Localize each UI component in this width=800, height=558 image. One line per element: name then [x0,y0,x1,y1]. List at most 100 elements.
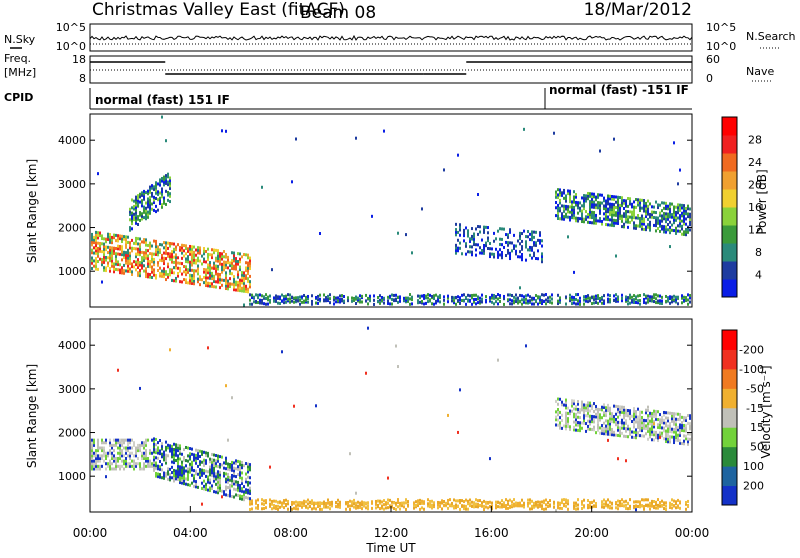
heatmap-cell [145,449,147,453]
heatmap-cell [597,219,599,223]
heatmap-cell [103,250,105,254]
heatmap-cell [121,240,123,244]
heatmap-cell [653,223,655,227]
heatmap-cell [605,429,607,433]
heatmap-cell [593,420,595,424]
heatmap-cell [311,502,313,506]
heatmap-cell [359,298,361,302]
heatmap-cell [245,490,247,494]
heatmap-cell [221,257,223,261]
heatmap-cell [427,504,429,508]
heatmap-cell [153,239,155,243]
heatmap-cell [531,248,533,252]
heatmap-cell [207,276,209,280]
heatmap-cell [635,295,637,299]
heatmap-cell [595,504,597,508]
heatmap-cell [519,234,521,238]
heatmap-cell [679,203,681,207]
heatmap-cell [109,235,111,239]
heatmap-cell [489,255,491,259]
heatmap-cell [147,192,149,196]
heatmap-cell [299,504,301,508]
heatmap-cell [673,420,675,424]
heatmap-cell [679,219,681,223]
heatmap-cell [217,267,219,271]
heatmap-cell [651,425,653,429]
heatmap-cell [523,127,525,131]
heatmap-cell [315,507,317,511]
freq-label-line2: [MHz] [4,66,36,79]
heatmap-cell [177,464,179,468]
heatmap-cell [117,239,119,243]
heatmap-cell [353,505,355,509]
heatmap-cell [667,217,669,221]
heatmap-cell [613,208,615,212]
heatmap-cell [191,255,193,259]
heatmap-cell [167,254,169,258]
heatmap-cell [519,231,521,235]
heatmap-cell [619,405,621,409]
heatmap-cell [643,504,645,508]
heatmap-cell [629,197,631,201]
heatmap-cell [379,301,381,305]
heatmap-cell [163,196,165,200]
heatmap-cell [145,238,147,242]
heatmap-cell [577,428,579,432]
heatmap-cell [111,454,113,458]
heatmap-cell [675,213,677,217]
heatmap-cell [203,487,205,491]
heatmap-cell [105,237,107,241]
heatmap-cell [205,278,207,282]
heatmap-cell [151,462,153,466]
heatmap-cell [367,296,369,300]
heatmap-cell [613,417,615,421]
heatmap-cell [613,294,615,298]
heatmap-cell [375,499,377,503]
heatmap-cell [547,504,549,508]
heatmap-cell [167,443,169,447]
heatmap-cell [167,275,169,279]
heatmap-cell [479,301,481,305]
heatmap-cell [139,261,141,265]
heatmap-cell [301,295,303,299]
heatmap-cell [293,296,295,300]
heatmap-cell [235,283,237,287]
heatmap-cell [555,423,557,427]
heatmap-cell [667,440,669,444]
heatmap-cell [263,507,265,511]
heatmap-cell [247,253,249,257]
heatmap-cell [161,253,163,257]
heatmap-cell [233,495,235,499]
heatmap-cell [225,467,227,471]
heatmap-cell [605,202,607,206]
heatmap-cell [671,417,673,421]
heatmap-cell [619,196,621,200]
heatmap-cell [643,227,645,231]
heatmap-cell [633,422,635,426]
heatmap-cell [323,500,325,504]
heatmap-cell [177,443,179,447]
heatmap-cell [605,204,607,208]
heatmap-cell [141,441,143,445]
heatmap-cell [573,270,575,274]
heatmap-cell [291,299,293,303]
colorbar-tick-label: 20 [748,179,762,192]
heatmap-cell [111,456,113,460]
heatmap-cell [531,499,533,503]
heatmap-cell [103,441,105,445]
heatmap-cell [193,458,195,462]
heatmap-cell [235,264,237,268]
heatmap-cell [259,301,261,305]
heatmap-cell [675,295,677,299]
heatmap-cell [229,264,231,268]
heatmap-cell [651,417,653,421]
heatmap-cell [635,415,637,419]
heatmap-cell [131,249,133,253]
heatmap-cell [361,507,363,511]
heatmap-cell [623,424,625,428]
heatmap-cell [565,199,567,203]
heatmap-cell [639,198,641,202]
heatmap-cell [615,205,617,209]
heatmap-cell [243,495,245,499]
heatmap-cell [397,365,399,369]
